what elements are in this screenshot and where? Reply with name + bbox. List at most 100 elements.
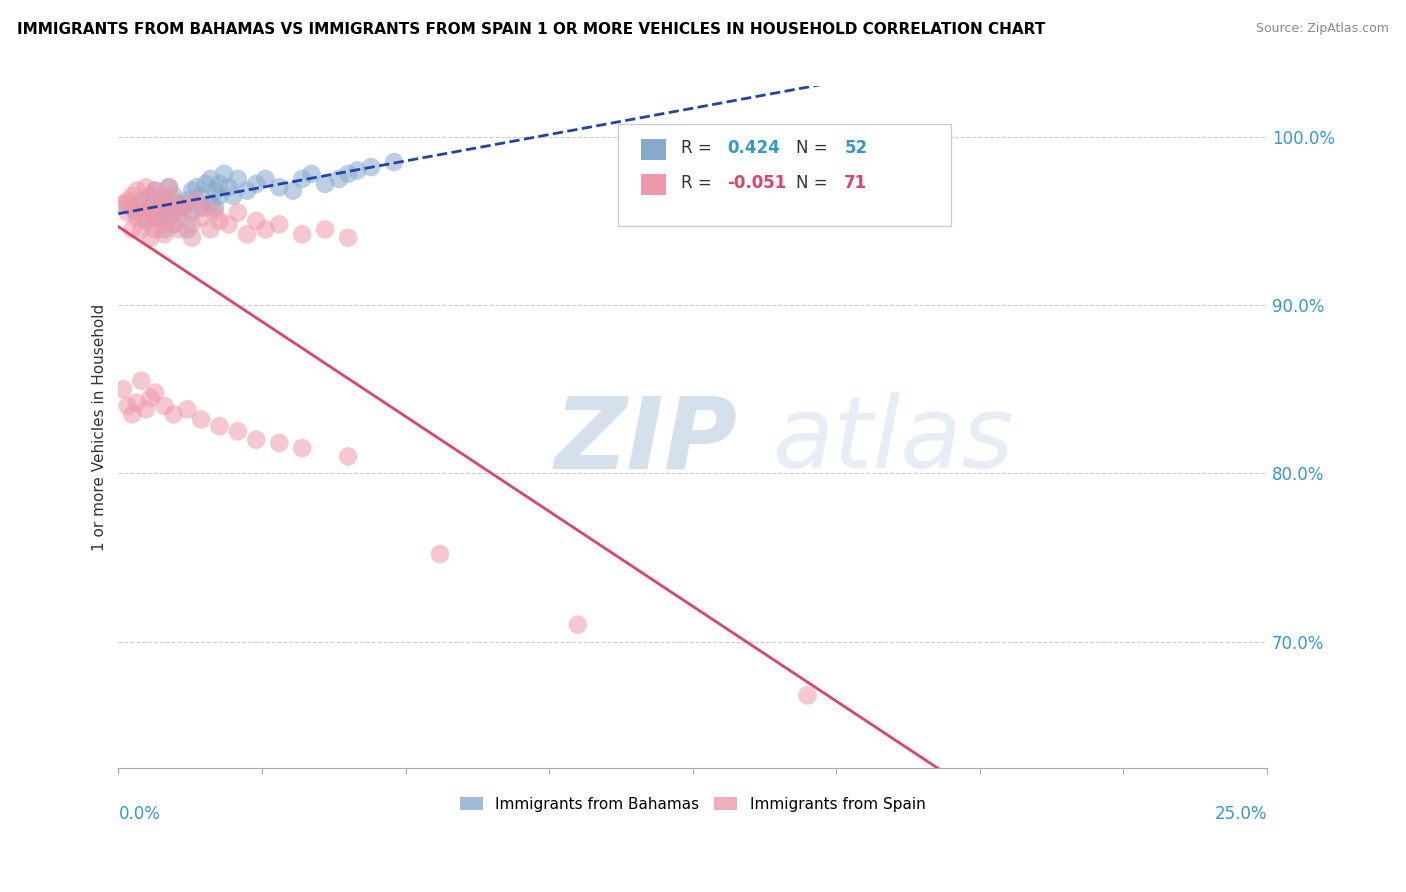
Point xyxy=(125,205,148,219)
Point xyxy=(117,205,139,219)
Point xyxy=(299,167,322,181)
Point xyxy=(328,172,350,186)
Point xyxy=(181,231,204,245)
Point xyxy=(269,217,291,231)
Point xyxy=(269,180,291,194)
Text: ZIP: ZIP xyxy=(555,392,738,489)
Point xyxy=(190,412,212,426)
Point xyxy=(143,211,166,225)
Point xyxy=(337,231,360,245)
Point xyxy=(382,155,405,169)
Text: atlas: atlas xyxy=(773,392,1015,489)
Point xyxy=(176,194,198,208)
Point xyxy=(190,211,212,225)
Point xyxy=(135,180,157,194)
FancyBboxPatch shape xyxy=(641,175,666,195)
Point xyxy=(117,197,139,211)
Point xyxy=(131,205,153,219)
Point xyxy=(212,167,235,181)
Point xyxy=(254,172,277,186)
Point xyxy=(796,689,818,703)
Point xyxy=(125,211,148,225)
Point xyxy=(200,197,222,211)
Point xyxy=(181,217,204,231)
Text: N =: N = xyxy=(796,174,832,192)
Text: R =: R = xyxy=(681,138,717,157)
Y-axis label: 1 or more Vehicles in Household: 1 or more Vehicles in Household xyxy=(93,303,107,550)
Point xyxy=(157,211,180,225)
Point xyxy=(143,211,166,225)
Point xyxy=(131,374,153,388)
Point xyxy=(181,205,204,219)
Point xyxy=(143,184,166,198)
Point xyxy=(190,201,212,215)
Point xyxy=(245,177,267,191)
Point xyxy=(190,188,212,202)
Point xyxy=(226,424,249,438)
Point xyxy=(125,395,148,409)
Point xyxy=(200,222,222,236)
Point xyxy=(167,197,190,211)
Point xyxy=(153,202,176,216)
Point xyxy=(135,214,157,228)
Point xyxy=(236,227,259,242)
Text: R =: R = xyxy=(681,174,717,192)
Point xyxy=(162,217,184,231)
Point xyxy=(153,222,176,236)
Point xyxy=(139,231,162,245)
Text: 52: 52 xyxy=(844,138,868,157)
Point xyxy=(153,201,176,215)
Text: 0.0%: 0.0% xyxy=(118,805,160,823)
Point xyxy=(204,184,226,198)
Point xyxy=(208,214,231,228)
Point xyxy=(176,402,198,417)
Point xyxy=(121,408,143,422)
Point xyxy=(222,188,245,202)
Point xyxy=(162,188,184,202)
Text: 0.424: 0.424 xyxy=(727,138,780,157)
Point xyxy=(153,188,176,202)
Point xyxy=(245,214,267,228)
FancyBboxPatch shape xyxy=(619,124,950,226)
Point xyxy=(291,172,314,186)
Point xyxy=(226,205,249,219)
Point xyxy=(167,201,190,215)
Point xyxy=(567,617,589,632)
Point xyxy=(181,184,204,198)
Point xyxy=(186,180,208,194)
Point xyxy=(121,222,143,236)
Point xyxy=(135,402,157,417)
Point xyxy=(143,222,166,236)
Point xyxy=(314,222,336,236)
Point xyxy=(291,441,314,455)
Point xyxy=(112,197,135,211)
Point xyxy=(162,194,184,208)
Text: Source: ZipAtlas.com: Source: ZipAtlas.com xyxy=(1256,22,1389,36)
Point xyxy=(172,205,194,219)
Point xyxy=(157,180,180,194)
Point xyxy=(162,408,184,422)
Point xyxy=(291,227,314,242)
Text: IMMIGRANTS FROM BAHAMAS VS IMMIGRANTS FROM SPAIN 1 OR MORE VEHICLES IN HOUSEHOLD: IMMIGRANTS FROM BAHAMAS VS IMMIGRANTS FR… xyxy=(17,22,1045,37)
Point xyxy=(429,547,451,561)
Point xyxy=(153,192,176,206)
Point xyxy=(172,201,194,215)
Point xyxy=(149,197,172,211)
Point xyxy=(176,222,198,236)
Point xyxy=(204,205,226,219)
Point xyxy=(162,217,184,231)
Point xyxy=(117,399,139,413)
Point xyxy=(149,197,172,211)
Legend: Immigrants from Bahamas, Immigrants from Spain: Immigrants from Bahamas, Immigrants from… xyxy=(454,790,932,818)
Point xyxy=(236,184,259,198)
Text: 25.0%: 25.0% xyxy=(1215,805,1267,823)
Point xyxy=(194,201,217,215)
Point xyxy=(314,177,336,191)
Point xyxy=(149,217,172,231)
Point xyxy=(121,201,143,215)
Point xyxy=(208,188,231,202)
Point xyxy=(131,197,153,211)
Point xyxy=(337,450,360,464)
Point xyxy=(131,194,153,208)
Point xyxy=(153,399,176,413)
